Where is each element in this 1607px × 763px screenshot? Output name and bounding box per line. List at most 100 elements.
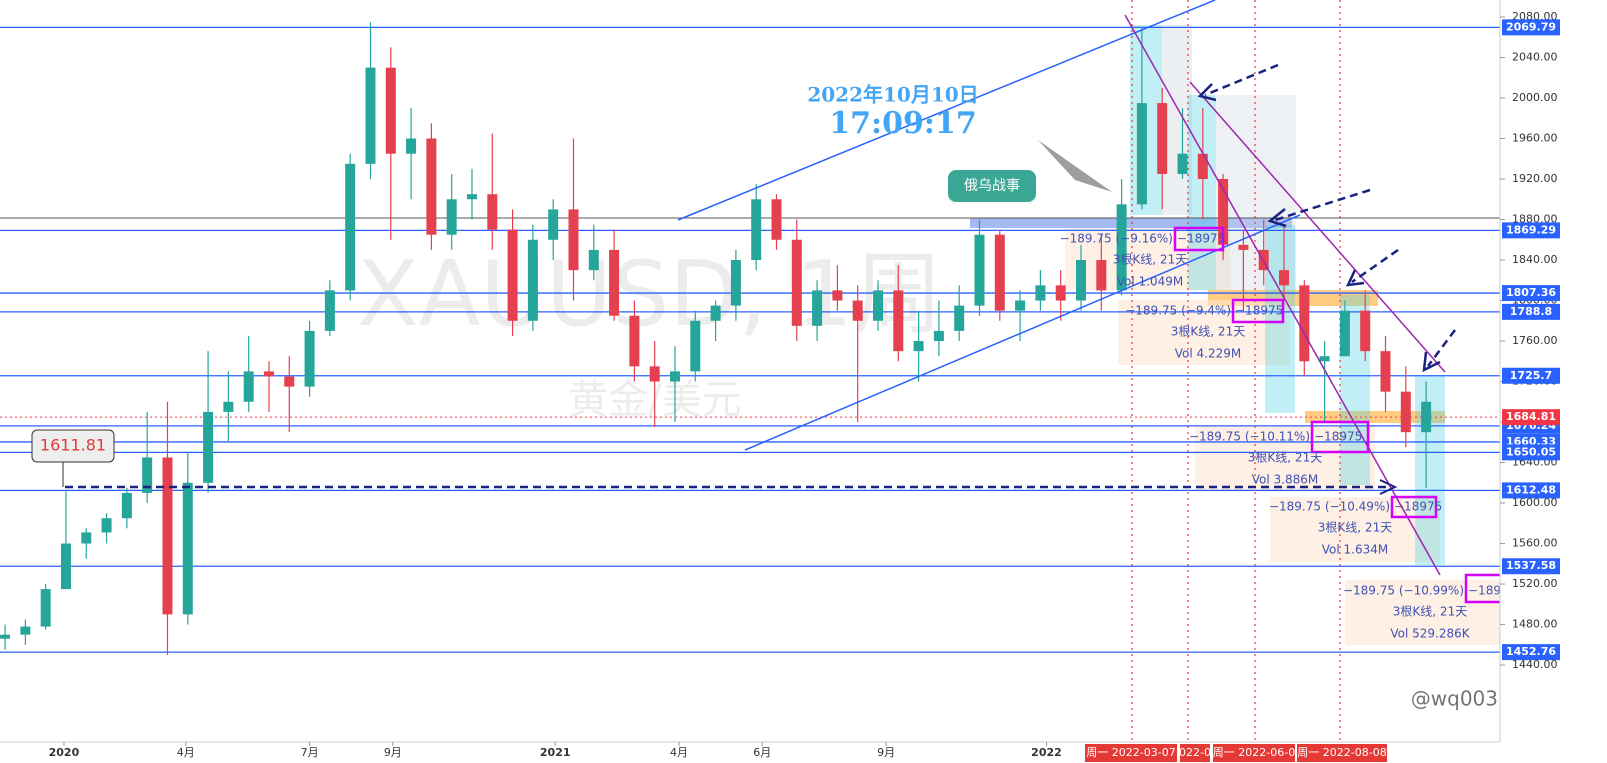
candles [0, 22, 1432, 655]
y-tick-label: 1440.00 [1512, 658, 1558, 671]
level-label: 1612.48 [1506, 483, 1556, 496]
candle-body [182, 482, 193, 615]
measure-change: −189.75 (−10.11%) [1189, 430, 1310, 444]
candle-body [609, 249, 620, 316]
y-tick-label: 1520.00 [1512, 577, 1558, 590]
measure-bars: 3根K线, 21天 [1171, 325, 1245, 339]
candle-body [1400, 391, 1411, 433]
candle-body [1116, 204, 1127, 291]
measure-bg [1195, 425, 1375, 490]
candle-body [893, 290, 904, 352]
candle-body [954, 305, 965, 331]
y-tick-label: 2040.00 [1512, 51, 1558, 64]
measure-vol: Vol 1.634M [1322, 543, 1388, 557]
candle-body [1177, 153, 1188, 174]
level-tag [1502, 285, 1560, 302]
measure-bars: 3根K线, 21天 [1318, 521, 1392, 535]
candle-body [913, 341, 924, 352]
current-price-label: 1684.81 [1506, 410, 1556, 423]
candle-body [203, 411, 214, 483]
date-mark-box [1085, 744, 1177, 762]
candle-body [121, 492, 132, 519]
candle-body [852, 300, 863, 321]
x-tick-label: 2021 [540, 746, 571, 759]
y-tick-label: 1840.00 [1512, 253, 1558, 266]
candle-body [1035, 285, 1046, 301]
y-tick-label: 1560.00 [1512, 537, 1558, 550]
x-tick-label: 9月 [877, 746, 895, 759]
y-tick-label: 1600.00 [1512, 496, 1558, 509]
measure-vol: Vol 529.286K [1390, 627, 1470, 641]
candle-body [1197, 153, 1208, 180]
measure-bars: 3根K线, 21天 [1393, 605, 1467, 619]
y-tick-label: 1920.00 [1512, 172, 1558, 185]
candle-body [771, 199, 782, 240]
measure-change: −189.75 (−9.4%) [1125, 304, 1231, 318]
candle-body [365, 67, 376, 164]
candle-body [345, 163, 356, 291]
candle-body [1238, 244, 1249, 250]
x-tick-label: 9月 [384, 746, 402, 759]
level-label: 1452.76 [1506, 645, 1556, 658]
candle-body [142, 457, 153, 493]
level-label: 1788.8 [1510, 305, 1552, 318]
candle-body [730, 260, 741, 306]
candle-body [548, 209, 559, 240]
candle-body [406, 138, 417, 154]
candle-body [426, 138, 437, 235]
measure-bg [1270, 497, 1440, 562]
level-label: 2069.79 [1506, 20, 1556, 33]
date-mark-box [1180, 744, 1210, 762]
candle-body [1136, 103, 1147, 205]
date-mark-box [1297, 744, 1387, 762]
candle-body [20, 626, 31, 635]
candle-body [0, 634, 11, 639]
date-lines [1131, 0, 1341, 742]
candle-body [385, 67, 396, 154]
candle-body [1075, 260, 1086, 301]
date-mark-box [1213, 744, 1295, 762]
measure-bars: 3根K线, 21天 [1248, 451, 1322, 465]
callout-box [31, 429, 115, 463]
x-tick-label: 4月 [670, 746, 688, 759]
watermark: XAUUSD, 1周 [357, 242, 943, 347]
candle-body [466, 194, 477, 200]
candle-body [751, 199, 762, 261]
x-tick-label: 2022 [1031, 746, 1062, 759]
level-label: 1725.7 [1510, 369, 1552, 382]
y-tick-label: 1760.00 [1512, 334, 1558, 347]
time-text: 17:09:17 [829, 106, 976, 141]
candle-body [1319, 356, 1330, 362]
candle-body [162, 457, 173, 615]
x-tick-label: 4月 [177, 746, 195, 759]
candle-body [629, 315, 640, 367]
level-tag [1502, 222, 1560, 239]
candle-body [1157, 103, 1168, 174]
candle-body [588, 249, 599, 271]
candle-body [1299, 285, 1310, 362]
date-mark: 周一 2022-06-0 [1213, 746, 1295, 759]
measure-bg [1118, 300, 1290, 365]
measure-change: −189.75 (−10.49%) [1269, 500, 1390, 514]
x-tick-label: 6月 [753, 746, 771, 759]
level-tag [1502, 367, 1560, 384]
date-text: 2022年10月10日 [807, 83, 978, 107]
credit: @wq003 [1411, 687, 1498, 711]
level-tag [1502, 644, 1560, 661]
level-label: 1869.29 [1506, 223, 1556, 236]
callout: 1611.81 [40, 436, 106, 455]
candle-body [507, 229, 518, 321]
y-tick-label: 1960.00 [1512, 132, 1558, 145]
candle-body [690, 320, 701, 372]
candle-body [243, 371, 254, 402]
candle-body [446, 199, 457, 235]
measure-vol: Vol 1.049M [1117, 275, 1183, 289]
level-tag [1502, 303, 1560, 320]
candle-body [304, 330, 315, 387]
measure-vol: Vol 3.886M [1252, 473, 1318, 487]
level-tag [1502, 482, 1560, 499]
candle-body [284, 376, 295, 387]
